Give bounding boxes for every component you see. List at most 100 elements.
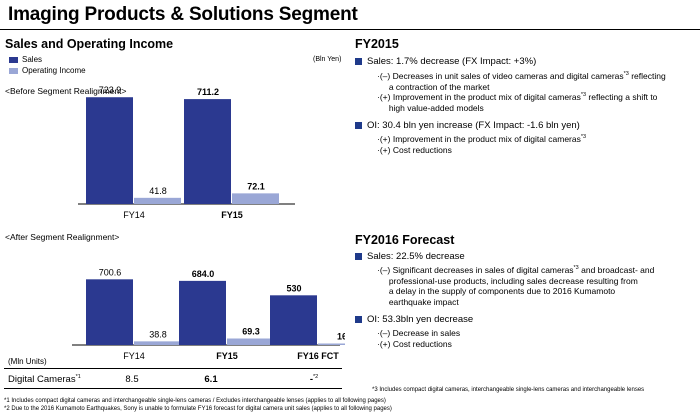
item-text: Improvement in the product mix of digita…	[392, 92, 658, 102]
item-prefix: ·(–)	[377, 328, 393, 338]
bar-operating-income-1	[227, 338, 274, 345]
fy2016-sales-item-0: ·(–) Significant decreases in sales of d…	[377, 265, 698, 307]
fy2015-commentary: FY2015 Sales: 1.7% decrease (FX Impact: …	[355, 37, 698, 155]
fy2015-oi-item-0: ·(+) Improvement in the product mix of d…	[377, 134, 698, 145]
unit-label: (Bln Yen)	[313, 56, 342, 63]
fy2015-title: FY2015	[355, 37, 399, 51]
category-label-1: FY15	[216, 351, 238, 361]
legend-swatch-sales	[9, 56, 18, 63]
fy2015-sales-item-1: ·(+) Improvement in the product mix of d…	[377, 92, 698, 113]
table-value-fy14: 8.5	[125, 374, 139, 385]
table-row-label-note: *1	[75, 373, 81, 380]
item-text: Cost reductions	[392, 144, 452, 155]
item-prefix: ·(–)	[377, 265, 393, 275]
category-label-0: FY14	[123, 210, 145, 220]
item-text: professional-use products, including sal…	[388, 275, 638, 286]
fy2015-oi-headline-text: OI: 30.4 bln yen increase (FX Impact: -1…	[367, 120, 580, 131]
item-prefix: ·(+)	[377, 134, 393, 144]
footnote-2: *2 Due to the 2016 Kumamoto Earthquakes,…	[4, 406, 392, 412]
table-value-fy16-text: -	[309, 374, 313, 385]
fy2015-sales-headline-text: Sales: 1.7% decrease (FX Impact: +3%)	[367, 56, 537, 67]
footnote-1: *1 Includes compact digital cameras and …	[4, 398, 386, 404]
fy2016-title: FY2016 Forecast	[355, 233, 455, 247]
item-text: a delay in the supply of components due …	[388, 286, 616, 296]
bar-sales-1	[184, 99, 231, 204]
bar-sales-0	[86, 97, 133, 204]
section-title: Sales and Operating Income	[5, 37, 174, 51]
item-text: Significant decreases in sales of digita…	[392, 265, 655, 275]
footnotes: *1 Includes compact digital cameras and …	[4, 397, 694, 413]
item-prefix: ·(+)	[377, 144, 393, 155]
fy2016-commentary: FY2016 Forecast Sales: 22.5% decrease ·(…	[355, 233, 698, 349]
data-label-operating-income-1: 69.3	[242, 327, 260, 337]
fy2015-oi-item-1: ·(+) Cost reductions	[377, 145, 698, 156]
bar-operating-income-0	[134, 197, 181, 204]
table-value-fy16-note: *2	[312, 373, 319, 380]
item-text: a contraction of the market	[388, 81, 490, 92]
item-text: high value-added models	[388, 102, 484, 113]
bar-operating-income-0	[134, 341, 181, 345]
item-text: Cost reductions	[392, 338, 452, 349]
table-unit-header: (Mln Units)	[8, 357, 47, 366]
fy2016-oi-headline: OI: 53.3bln yen decrease	[355, 314, 698, 325]
bullet-icon	[355, 58, 362, 65]
bar-sales-2	[270, 295, 317, 345]
category-label-0: FY14	[123, 351, 145, 361]
fy2015-sales-items: ·(–) Decreases in unit sales of video ca…	[377, 71, 698, 113]
fy2016-oi-headline-text: OI: 53.3bln yen decrease	[367, 314, 474, 325]
data-label-sales-0: 700.6	[99, 267, 122, 277]
data-label-sales-0: 723.9	[99, 85, 122, 95]
item-prefix: ·(+)	[377, 92, 393, 102]
data-label-operating-income-0: 41.8	[149, 186, 167, 196]
bar-operating-income-2	[318, 343, 345, 345]
fy2015-sales-item-0: ·(–) Decreases in unit sales of video ca…	[377, 71, 698, 92]
data-label-operating-income-0: 38.8	[149, 329, 167, 339]
table-row-label-text: Digital Cameras	[8, 374, 76, 385]
bar-sales-0	[86, 279, 133, 345]
fy2016-sales-headline: Sales: 22.5% decrease	[355, 251, 698, 262]
fy2016-oi-item-0: ·(–) Decrease in sales	[377, 328, 698, 339]
data-label-sales-2: 530	[286, 283, 301, 293]
chart-before-realignment: 723.9 41.8 FY14 711.2 72.1 FY15	[78, 85, 295, 220]
legend-label-sales: Sales	[22, 55, 43, 64]
right-footnote: *3 Includes compact digital cameras, int…	[372, 387, 645, 393]
before-realignment-label: <Before Segment Realignment>	[5, 86, 127, 96]
fy2016-oi-item-1: ·(+) Cost reductions	[377, 339, 698, 350]
item-text: earthquake impact	[388, 296, 459, 307]
after-realignment-label: <After Segment Realignment>	[5, 232, 120, 242]
data-label-operating-income-2: 16	[337, 332, 345, 342]
bullet-icon	[355, 122, 362, 129]
legend-sales: Sales	[9, 55, 42, 64]
chart-after-realignment: 700.6 38.8 FY14 684.0 69.3 FY15 530 16 FY16 FCT	[72, 267, 345, 361]
data-label-sales-1: 684.0	[192, 269, 215, 279]
bullet-icon	[355, 316, 362, 323]
legend-swatch-operating-income	[9, 67, 18, 74]
legend-label-operating-income: Operating Income	[22, 66, 86, 75]
fy2016-sales-headline-text: Sales: 22.5% decrease	[367, 251, 465, 262]
table-row-label: Digital Cameras*1	[8, 374, 81, 385]
item-text: Decreases in unit sales of video cameras…	[392, 71, 666, 81]
fy2016-oi-items: ·(–) Decrease in sales ·(+) Cost reductio…	[377, 328, 698, 349]
item-text: Decrease in sales	[392, 328, 461, 338]
fy2016-sales-items: ·(–) Significant decreases in sales of d…	[377, 265, 698, 307]
bar-sales-1	[179, 280, 226, 345]
item-prefix: ·(+)	[377, 338, 393, 349]
bar-operating-income-1	[232, 193, 279, 204]
bullet-icon	[355, 253, 362, 260]
table-bottom-rule	[4, 388, 342, 389]
page-title: Imaging Products & Solutions Segment	[8, 4, 358, 25]
table-value-fy15: 6.1	[204, 374, 218, 385]
table-value-fy16: -*2	[294, 374, 334, 385]
fy2015-oi-items: ·(+) Improvement in the product mix of d…	[377, 134, 698, 155]
title-divider	[0, 29, 700, 30]
fy2015-sales-headline: Sales: 1.7% decrease (FX Impact: +3%)	[355, 56, 698, 67]
category-label-1: FY15	[221, 210, 243, 220]
table-top-rule	[4, 368, 342, 369]
legend-operating-income: Operating Income	[9, 66, 86, 75]
category-label-2: FY16 FCT	[297, 351, 339, 361]
fy2015-oi-headline: OI: 30.4 bln yen increase (FX Impact: -1…	[355, 120, 698, 131]
item-prefix: ·(–)	[377, 71, 393, 81]
data-label-operating-income-1: 72.1	[247, 181, 265, 191]
data-label-sales-1: 711.2	[197, 87, 219, 97]
item-text: Improvement in the product mix of digita…	[392, 134, 587, 144]
